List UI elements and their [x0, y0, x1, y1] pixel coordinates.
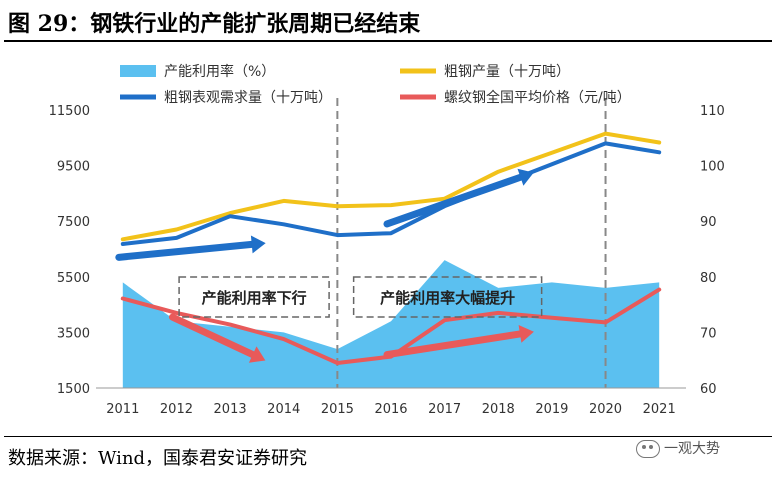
annotation-label-1: 产能利用率大幅提升	[380, 289, 515, 307]
x-tick-label-7: 2018	[482, 402, 515, 417]
x-tick-label-1: 2012	[160, 402, 193, 417]
right-tick-label-3: 90	[700, 215, 717, 230]
left-tick-label-2: 5500	[57, 271, 90, 286]
chart: 产能利用率下行 产能利用率大幅提升 1500 3500 5500 7500 9500 115…	[49, 63, 725, 417]
series-line-1	[120, 131, 662, 242]
series-area-0	[122, 260, 660, 388]
x-tick-label-0: 2011	[106, 402, 139, 417]
figure-title: 图 29：钢铁行业的产能扩张周期已经结束	[8, 11, 421, 37]
trend-arrow-head-2	[248, 346, 266, 363]
x-tick-label-6: 2017	[428, 402, 461, 417]
legend-label-3: 螺纹钢全国平均价格（元/吨）	[444, 89, 631, 106]
footer-rule	[4, 436, 772, 437]
right-tick-label-2: 80	[700, 271, 717, 286]
right-tick-label-0: 60	[700, 382, 717, 397]
title-rule	[4, 40, 772, 42]
trend-arrow-shaft-3	[383, 330, 524, 359]
source-note: 数据来源：Wind，国泰君安证券研究	[8, 448, 308, 469]
x-tick-label-5: 2016	[374, 402, 407, 417]
trend-arrow-shaft-1	[383, 173, 524, 228]
annotation-box-1	[352, 276, 543, 318]
left-tick-label-3: 7500	[57, 215, 90, 230]
chat-bubble-icon	[636, 440, 660, 458]
series-line-2	[120, 141, 662, 246]
trend-arrow-shaft-0	[115, 240, 256, 261]
legend-label-1: 粗钢产量（十万吨）	[444, 64, 570, 80]
legend-label-0: 产能利用率（%）	[164, 63, 275, 80]
trend-arrow-head-0	[250, 235, 266, 254]
annotation-label-0: 产能利用率下行	[202, 289, 307, 307]
x-tick-label-10: 2021	[643, 402, 676, 417]
right-tick-label-5: 110	[700, 104, 725, 119]
left-tick-label-5: 11500	[49, 104, 90, 119]
watermark: 一观大势	[636, 438, 720, 458]
left-tick-label-4: 9500	[57, 160, 90, 175]
left-tick-label-0: 1500	[57, 382, 90, 397]
right-tick-label-4: 100	[700, 160, 725, 175]
trend-arrow-head-1	[517, 168, 534, 186]
left-tick-label-1: 3500	[57, 326, 90, 341]
annotation-box-0	[178, 276, 330, 318]
legend-label-2: 粗钢表观需求量（十万吨）	[164, 90, 332, 106]
x-tick-label-4: 2015	[321, 402, 354, 417]
x-tick-label-2: 2013	[214, 402, 247, 417]
trend-arrow-shaft-2	[168, 313, 257, 359]
legend-swatch-0	[120, 65, 156, 77]
x-tick-label-8: 2019	[535, 402, 568, 417]
watermark-text: 一观大势	[664, 441, 720, 457]
x-tick-label-3: 2014	[267, 402, 300, 417]
right-tick-label-1: 70	[700, 326, 717, 341]
trend-arrow-head-3	[518, 325, 534, 343]
x-tick-label-9: 2020	[589, 402, 622, 417]
